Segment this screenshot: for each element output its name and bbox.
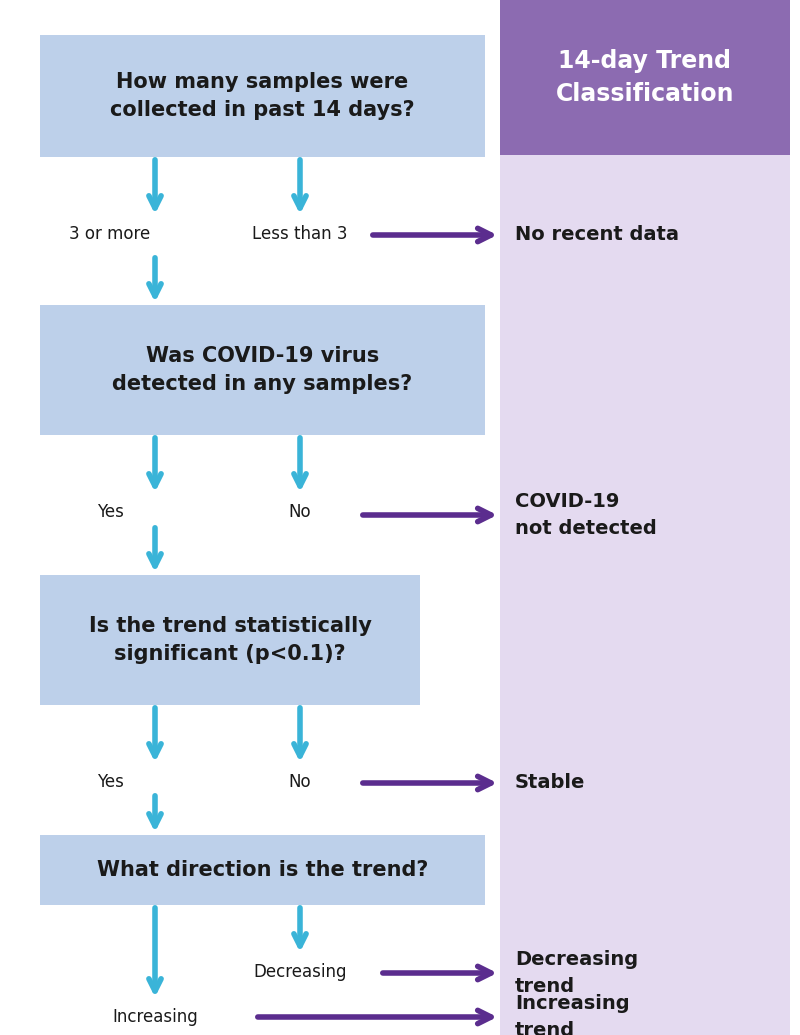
Text: 3 or more: 3 or more [70,225,150,243]
Text: Less than 3: Less than 3 [252,225,348,243]
Text: No recent data: No recent data [515,226,679,244]
Text: How many samples were
collected in past 14 days?: How many samples were collected in past … [110,72,415,120]
FancyBboxPatch shape [40,835,485,905]
Text: COVID-19
not detected: COVID-19 not detected [515,493,657,538]
Text: Is the trend statistically
significant (p<0.1)?: Is the trend statistically significant (… [89,616,371,664]
Text: Decreasing
trend: Decreasing trend [515,950,638,996]
Text: Stable: Stable [515,773,586,793]
Text: What direction is the trend?: What direction is the trend? [97,860,428,880]
Text: Decreasing: Decreasing [254,963,346,981]
Text: 14-day Trend
Classification: 14-day Trend Classification [556,49,734,107]
Text: No: No [289,503,311,521]
FancyBboxPatch shape [40,305,485,435]
FancyBboxPatch shape [500,0,790,155]
Text: Increasing
trend: Increasing trend [515,995,630,1035]
FancyBboxPatch shape [500,155,790,1035]
Text: No: No [289,773,311,791]
Text: Was COVID-19 virus
detected in any samples?: Was COVID-19 virus detected in any sampl… [112,346,413,394]
Text: Yes: Yes [97,773,123,791]
FancyBboxPatch shape [40,35,485,157]
Text: Increasing: Increasing [112,1008,198,1026]
FancyBboxPatch shape [40,575,420,705]
Text: Yes: Yes [97,503,123,521]
